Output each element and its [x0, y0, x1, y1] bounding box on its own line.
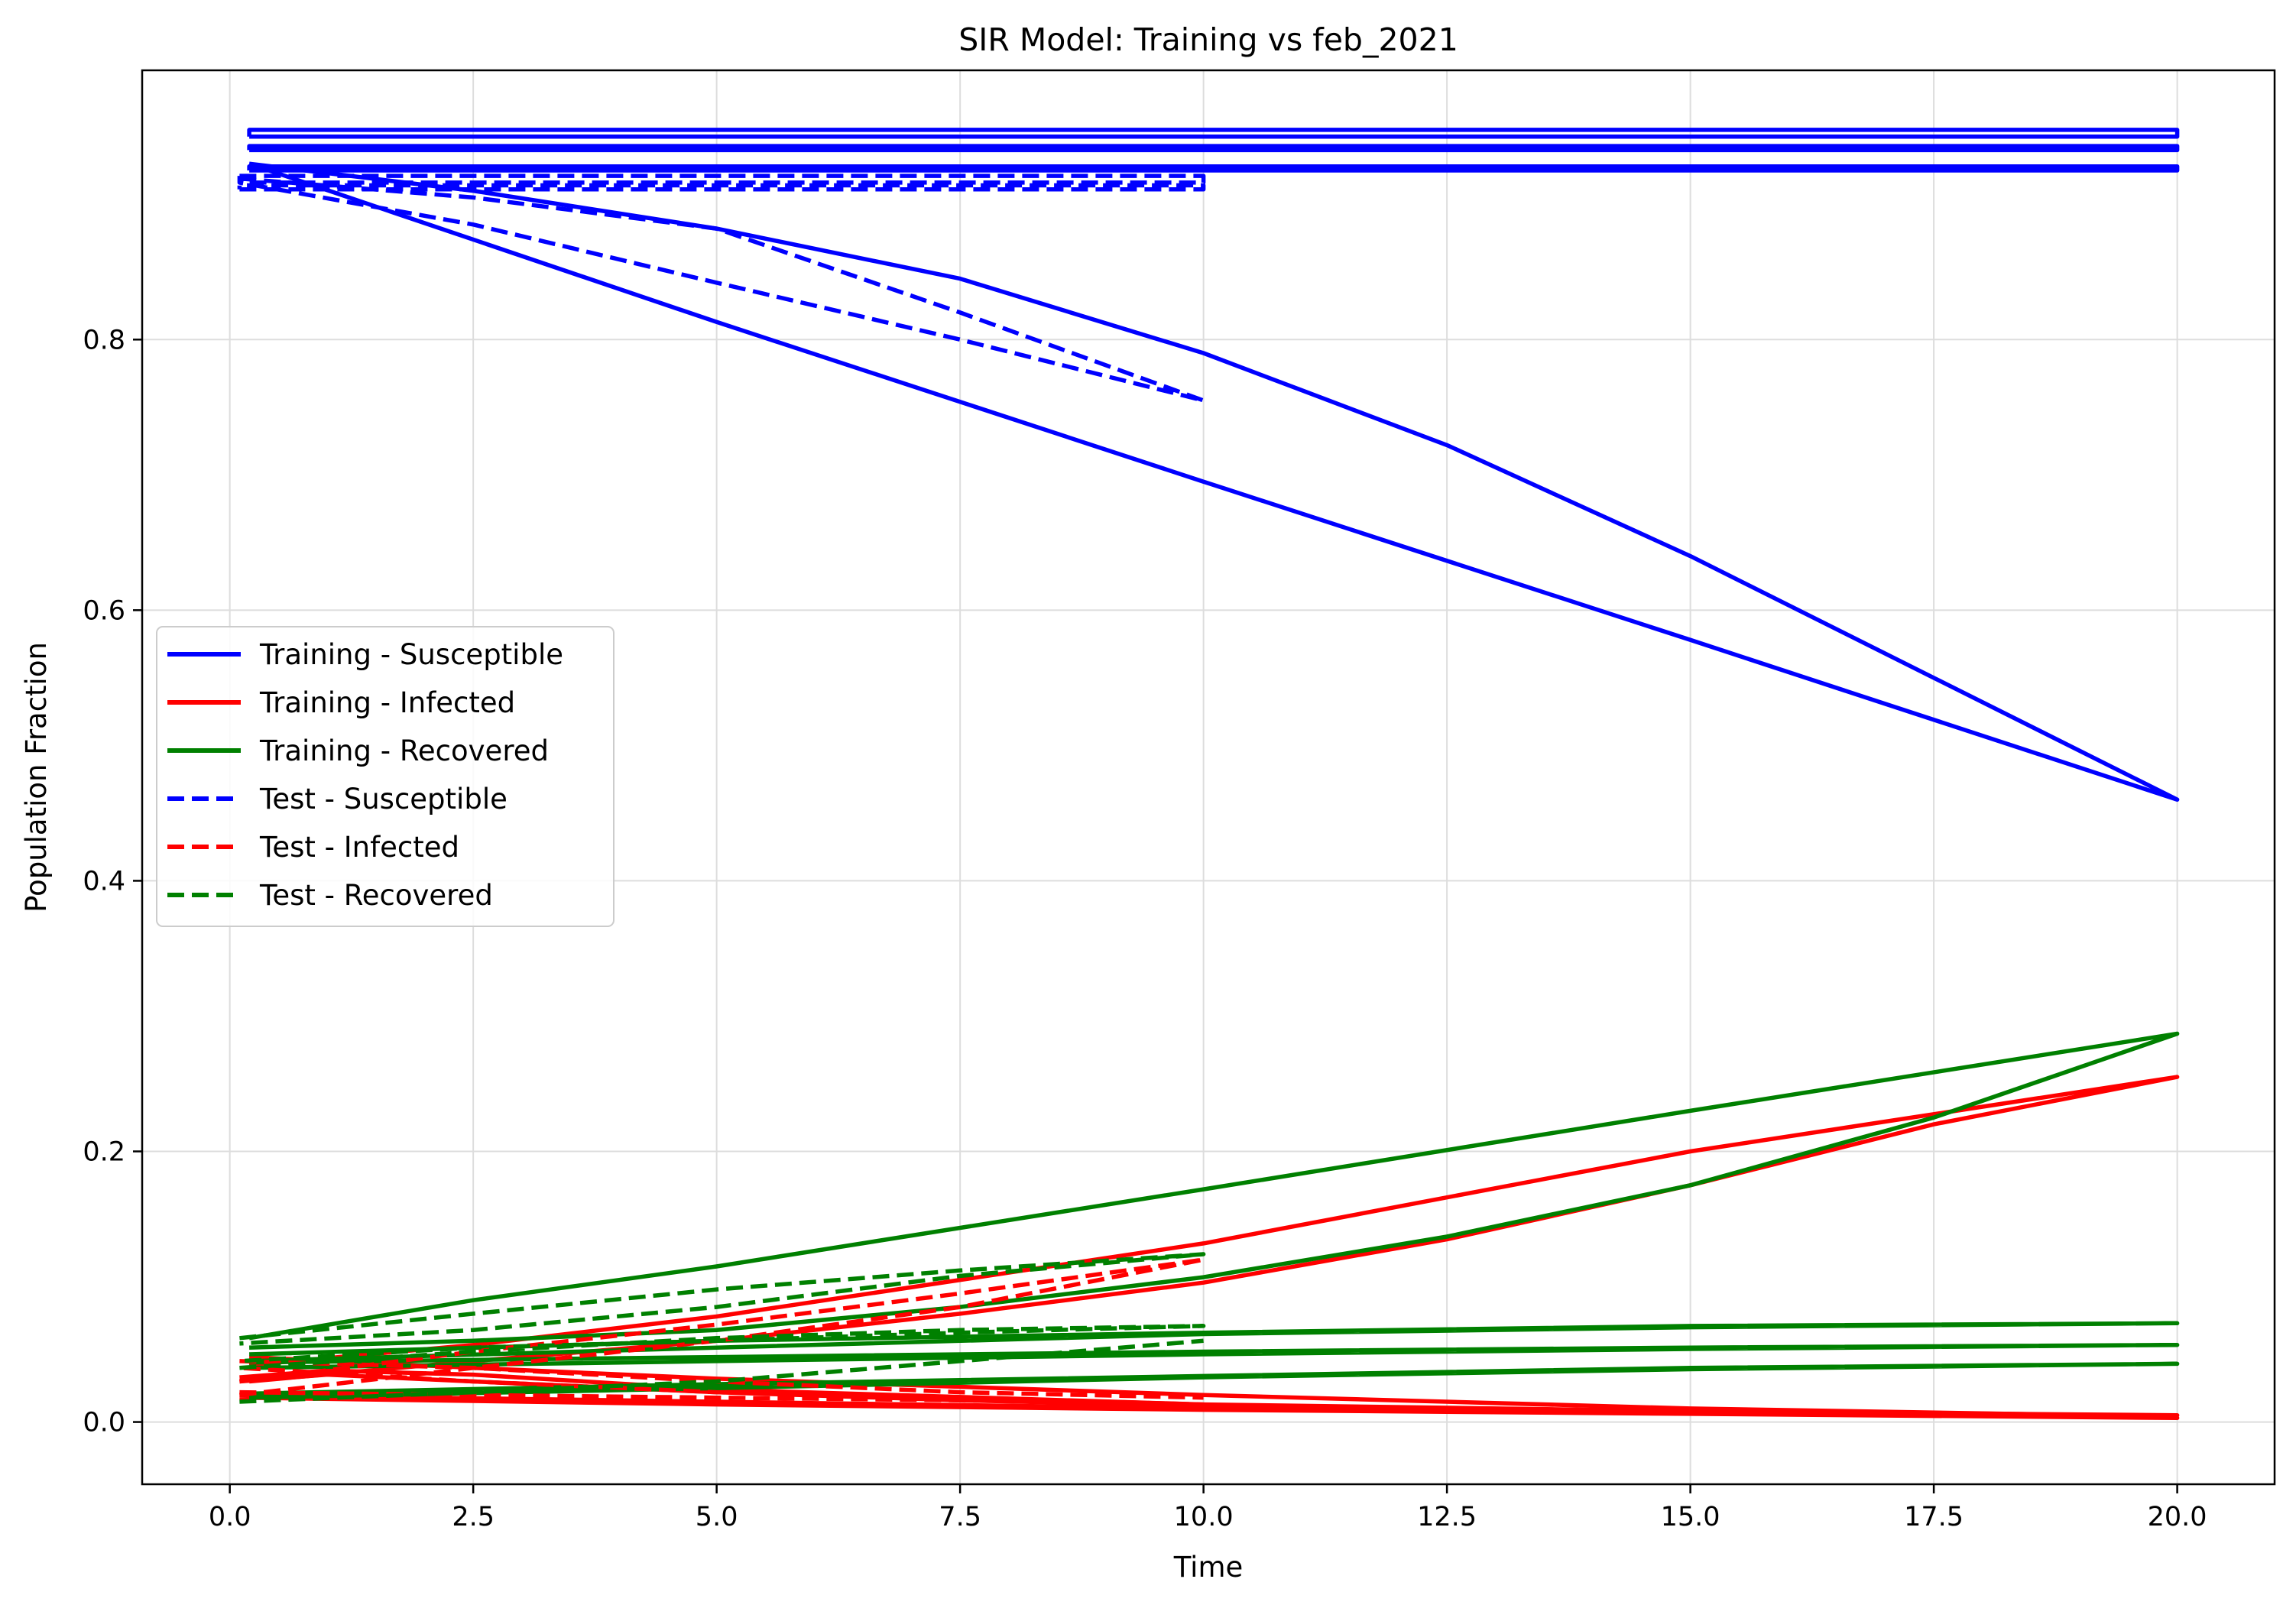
legend: Training - Susceptible Training - Infecte…: [156, 626, 615, 927]
legend-label: Training - Infected: [259, 686, 515, 719]
x-axis-label: Time: [1173, 1551, 1244, 1584]
training-susceptible-line: [247, 164, 2180, 173]
series-lines: [237, 128, 2180, 1421]
test-recovered-line: [239, 1338, 1204, 1404]
y-axis-ticks: 0.0 0.2 0.4 0.6 0.8: [83, 325, 142, 1438]
test-infected-line: [239, 1366, 1206, 1407]
training-recovered-line: [249, 1321, 2180, 1363]
test-susceptible-line: [238, 176, 1206, 403]
y-axis-label: Population Fraction: [20, 642, 53, 913]
training-susceptible-line: [247, 128, 2180, 139]
legend-box: [156, 626, 615, 927]
x-tick-label: 20.0: [2148, 1502, 2207, 1532]
x-axis-ticks: 0.0 2.5 5.0 7.5 10.0 12.5 15.0 17.5 20.0: [209, 1484, 2207, 1532]
test-recovered-line: [239, 1252, 1206, 1346]
plot-frame: [141, 69, 2276, 1486]
legend-label: Training - Susceptible: [259, 638, 563, 671]
test-recovered-line: [239, 1324, 1206, 1370]
x-tick-label: 2.5: [452, 1502, 495, 1532]
test-susceptible-line: [237, 183, 1206, 192]
test-infected-line: [239, 1257, 1206, 1397]
grid: [142, 70, 2275, 1484]
training-recovered-line: [249, 1361, 2180, 1400]
x-tick-label: 0.0: [209, 1502, 251, 1532]
legend-label: Training - Recovered: [259, 734, 549, 767]
legend-label: Test - Infected: [259, 831, 459, 864]
training-recovered-line: [248, 1031, 2180, 1350]
y-tick-label: 0.8: [83, 325, 125, 355]
x-tick-label: 17.5: [1904, 1502, 1964, 1532]
x-tick-label: 15.0: [1661, 1502, 1720, 1532]
legend-label: Test - Recovered: [259, 879, 493, 912]
chart-title: SIR Model: Training vs feb_2021: [958, 21, 1458, 58]
training-recovered-line: [249, 1342, 2180, 1370]
y-tick-label: 0.4: [83, 866, 125, 897]
x-tick-label: 7.5: [939, 1502, 981, 1532]
y-tick-label: 0.0: [83, 1408, 125, 1438]
training-susceptible-line: [247, 144, 2180, 153]
y-tick-label: 0.6: [83, 595, 125, 626]
training-infected-line: [239, 1393, 2180, 1421]
y-tick-label: 0.2: [83, 1136, 125, 1167]
x-tick-label: 12.5: [1417, 1502, 1477, 1532]
x-tick-label: 10.0: [1174, 1502, 1234, 1532]
x-tick-label: 5.0: [696, 1502, 738, 1532]
legend-label: Test - Susceptible: [259, 783, 508, 815]
